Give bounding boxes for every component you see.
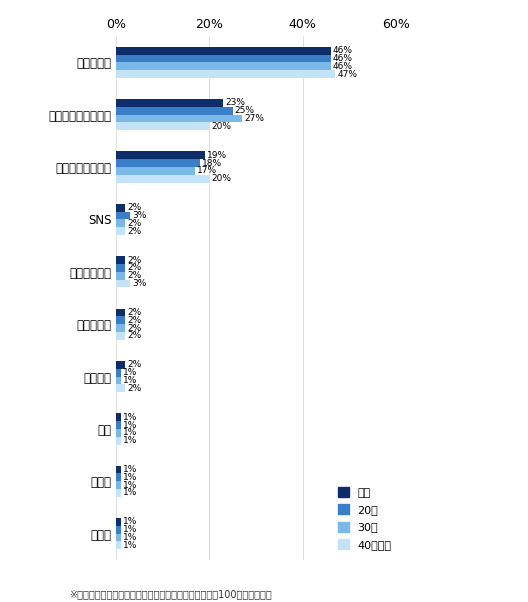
Text: 2%: 2% (127, 383, 142, 393)
Bar (116, 332, 126, 340)
Bar (116, 99, 223, 107)
Text: 1%: 1% (122, 368, 137, 377)
Text: 2%: 2% (127, 324, 142, 332)
Bar (116, 518, 121, 526)
Bar (116, 421, 121, 429)
Bar (116, 47, 331, 55)
Text: ※小数点以下を四捨五入しているため、必ずしも合計が100にならない。: ※小数点以下を四捨五入しているため、必ずしも合計が100にならない。 (69, 589, 271, 599)
Text: 18%: 18% (202, 159, 222, 167)
Text: 1%: 1% (122, 413, 137, 422)
Text: 1%: 1% (122, 376, 137, 385)
Bar (116, 264, 126, 272)
Bar (116, 466, 121, 474)
Text: 2%: 2% (127, 256, 142, 265)
Text: 2%: 2% (127, 264, 142, 272)
Bar (116, 429, 121, 436)
Text: 1%: 1% (122, 429, 137, 437)
Text: 3%: 3% (132, 279, 146, 288)
Bar (116, 114, 242, 122)
Bar (116, 167, 195, 175)
Text: 1%: 1% (122, 481, 137, 489)
Text: 2%: 2% (127, 316, 142, 324)
Text: 17%: 17% (197, 167, 218, 175)
Bar (116, 70, 335, 78)
Bar (116, 377, 121, 384)
Text: 46%: 46% (333, 46, 353, 55)
Bar (116, 361, 126, 369)
Bar (116, 256, 126, 264)
Text: 2%: 2% (127, 308, 142, 317)
Bar (116, 324, 126, 332)
Text: 2%: 2% (127, 361, 142, 370)
Bar (116, 204, 126, 212)
Text: 1%: 1% (122, 533, 137, 542)
Text: 1%: 1% (122, 465, 137, 474)
Bar (116, 63, 331, 70)
Bar (116, 212, 130, 220)
Bar (116, 369, 121, 377)
Text: 2%: 2% (127, 219, 142, 228)
Bar (116, 219, 126, 227)
Bar (116, 272, 126, 279)
Text: 2%: 2% (127, 331, 142, 340)
Bar (116, 317, 126, 324)
Text: 20%: 20% (211, 174, 231, 183)
Text: 2%: 2% (127, 203, 142, 213)
Bar (116, 107, 233, 114)
Text: 23%: 23% (225, 99, 246, 108)
Bar (116, 414, 121, 421)
Bar (116, 482, 121, 489)
Bar (116, 474, 121, 482)
Bar (116, 175, 210, 182)
Bar (116, 541, 121, 549)
Bar (116, 227, 126, 235)
Text: 1%: 1% (122, 518, 137, 527)
Text: 19%: 19% (206, 151, 227, 160)
Bar (116, 489, 121, 497)
Text: 46%: 46% (333, 54, 353, 63)
Text: 46%: 46% (333, 62, 353, 70)
Text: 2%: 2% (127, 272, 142, 280)
Bar (116, 309, 126, 317)
Text: 1%: 1% (122, 421, 137, 429)
Legend: 全体, 20代, 30代, 40代以上: 全体, 20代, 30代, 40代以上 (333, 482, 396, 554)
Bar (116, 534, 121, 541)
Text: 1%: 1% (122, 473, 137, 482)
Text: 1%: 1% (122, 541, 137, 550)
Text: 25%: 25% (234, 107, 254, 115)
Text: 1%: 1% (122, 526, 137, 534)
Text: 27%: 27% (244, 114, 264, 123)
Bar (116, 122, 210, 130)
Bar (116, 526, 121, 534)
Text: 20%: 20% (211, 122, 231, 131)
Text: 1%: 1% (122, 488, 137, 497)
Bar (116, 55, 331, 63)
Bar (116, 279, 130, 287)
Text: 3%: 3% (132, 211, 146, 220)
Text: 47%: 47% (337, 69, 357, 78)
Text: 2%: 2% (127, 226, 142, 235)
Bar (116, 152, 205, 160)
Bar (116, 384, 126, 392)
Bar (116, 160, 200, 167)
Text: 1%: 1% (122, 436, 137, 445)
Bar (116, 436, 121, 444)
